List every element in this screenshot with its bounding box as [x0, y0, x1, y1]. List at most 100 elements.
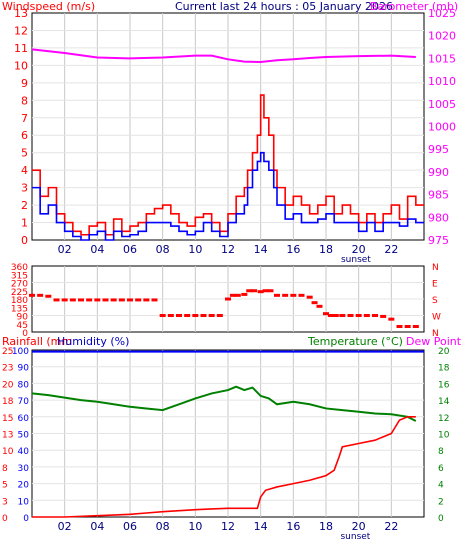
direction-point [234, 293, 241, 297]
direction-point [339, 314, 346, 317]
windspeed-header: Windspeed (m/s) [2, 0, 95, 13]
hour-tick-label: 10 [188, 520, 202, 533]
direction-tick-label: 315 [11, 271, 28, 281]
sunset-label: sunset [341, 255, 371, 265]
hour-tick-label: 08 [156, 520, 170, 533]
hour-tick-label: 14 [254, 520, 268, 533]
hour-tick-label: 22 [384, 243, 398, 256]
direction-point [192, 314, 199, 317]
hour-tick-label: 02 [58, 243, 72, 256]
barometer-tick-label: 1015 [428, 52, 456, 65]
direction-point [151, 298, 158, 302]
direction-point [257, 290, 264, 294]
rainfall-tick-label: 13 [2, 431, 13, 441]
rainfall-header: Rainfall (mm [2, 335, 72, 348]
wind-tick-label: 4 [21, 164, 28, 177]
barometer-tick-label: 1020 [428, 30, 456, 43]
humidity-tick-label: 80 [18, 380, 30, 390]
direction-point [372, 314, 378, 317]
wind-tick-label: 7 [21, 112, 28, 125]
direction-tick-label: 225 [11, 288, 28, 298]
direction-tick-label: 45 [17, 321, 28, 331]
direction-point [176, 314, 182, 317]
barometer-header: Barometer (mb) [370, 0, 458, 13]
humidity-tick-label: 0 [23, 514, 29, 524]
direction-point [102, 298, 109, 302]
barometer-tick-label: 1010 [428, 75, 456, 88]
barometer-tick-label: 985 [428, 189, 449, 202]
sunset-label: sunset [340, 532, 370, 542]
direction-point [110, 298, 117, 302]
barometer-tick-label: 995 [428, 143, 449, 156]
wind-average-line [32, 151, 424, 241]
barometer-tick-label: 1005 [428, 98, 456, 111]
direction-point [216, 314, 223, 317]
rainfall-tick-label: 25 [2, 347, 13, 357]
direction-point [45, 294, 52, 298]
wind-tick-label: 0 [21, 234, 28, 247]
direction-point [282, 293, 289, 297]
direction-point [396, 325, 403, 328]
hour-tick-label: 12 [221, 243, 235, 256]
wind-tick-label: 1 [21, 217, 28, 230]
direction-point [327, 314, 334, 317]
direction-tick-label: 135 [11, 304, 28, 314]
direction-point [290, 293, 297, 297]
temperature-tick-label: 12 [438, 414, 449, 424]
temperature-tick-label: 20 [438, 347, 450, 357]
compass-label: W [432, 313, 441, 323]
direction-point [37, 293, 44, 297]
compass-label: N [432, 263, 439, 273]
direction-point [251, 289, 258, 293]
wind-tick-label: 2 [21, 199, 28, 212]
direction-point [135, 298, 142, 302]
wind-tick-label: 9 [21, 77, 28, 90]
direction-point [306, 295, 313, 299]
humidity-tick-label: 30 [18, 464, 30, 474]
direction-point [347, 314, 354, 317]
rainfall-tick-label: 23 [2, 364, 13, 374]
direction-point [241, 292, 248, 296]
wind-tick-label: 8 [21, 94, 28, 107]
direction-point [404, 325, 411, 328]
wind-tick-label: 13 [14, 7, 28, 20]
direction-point [225, 297, 231, 301]
direction-point [94, 298, 101, 302]
direction-point [61, 298, 68, 302]
direction-point [78, 298, 84, 302]
direction-point [267, 289, 274, 293]
rainfall-tick-label: 5 [2, 481, 8, 491]
direction-point [332, 314, 339, 317]
direction-point [200, 314, 207, 317]
direction-tick-label: 90 [17, 313, 29, 323]
dewpoint-header: Dew Point [406, 335, 462, 348]
hour-tick-label: 04 [90, 243, 104, 256]
wind-tick-label: 12 [14, 24, 28, 37]
hour-tick-label: 06 [123, 520, 137, 533]
rainfall-tick-label: 0 [2, 514, 8, 524]
humidity-header: Humidity (%) [57, 335, 129, 348]
rainfall-line [32, 416, 416, 518]
direction-point [127, 298, 133, 302]
humidity-tick-label: 50 [18, 431, 30, 441]
rainfall-tick-label: 15 [2, 414, 13, 424]
hour-tick-label: 14 [254, 243, 268, 256]
direction-point [262, 289, 269, 293]
hour-tick-label: 20 [352, 243, 366, 256]
hour-tick-label: 06 [123, 243, 137, 256]
direction-point [363, 314, 370, 317]
direction-point [167, 314, 174, 317]
direction-point [229, 293, 236, 297]
direction-point [118, 298, 125, 302]
barometer-tick-label: 1000 [428, 121, 456, 134]
temperature-tick-label: 10 [438, 431, 450, 441]
hour-tick-label: 16 [286, 243, 300, 256]
direction-point [316, 304, 323, 308]
direction-point [355, 314, 362, 317]
wind-tick-label: 6 [21, 129, 28, 142]
temperature-tick-label: 0 [438, 514, 444, 524]
temperature-tick-label: 14 [438, 397, 450, 407]
hour-tick-label: 02 [58, 520, 72, 533]
